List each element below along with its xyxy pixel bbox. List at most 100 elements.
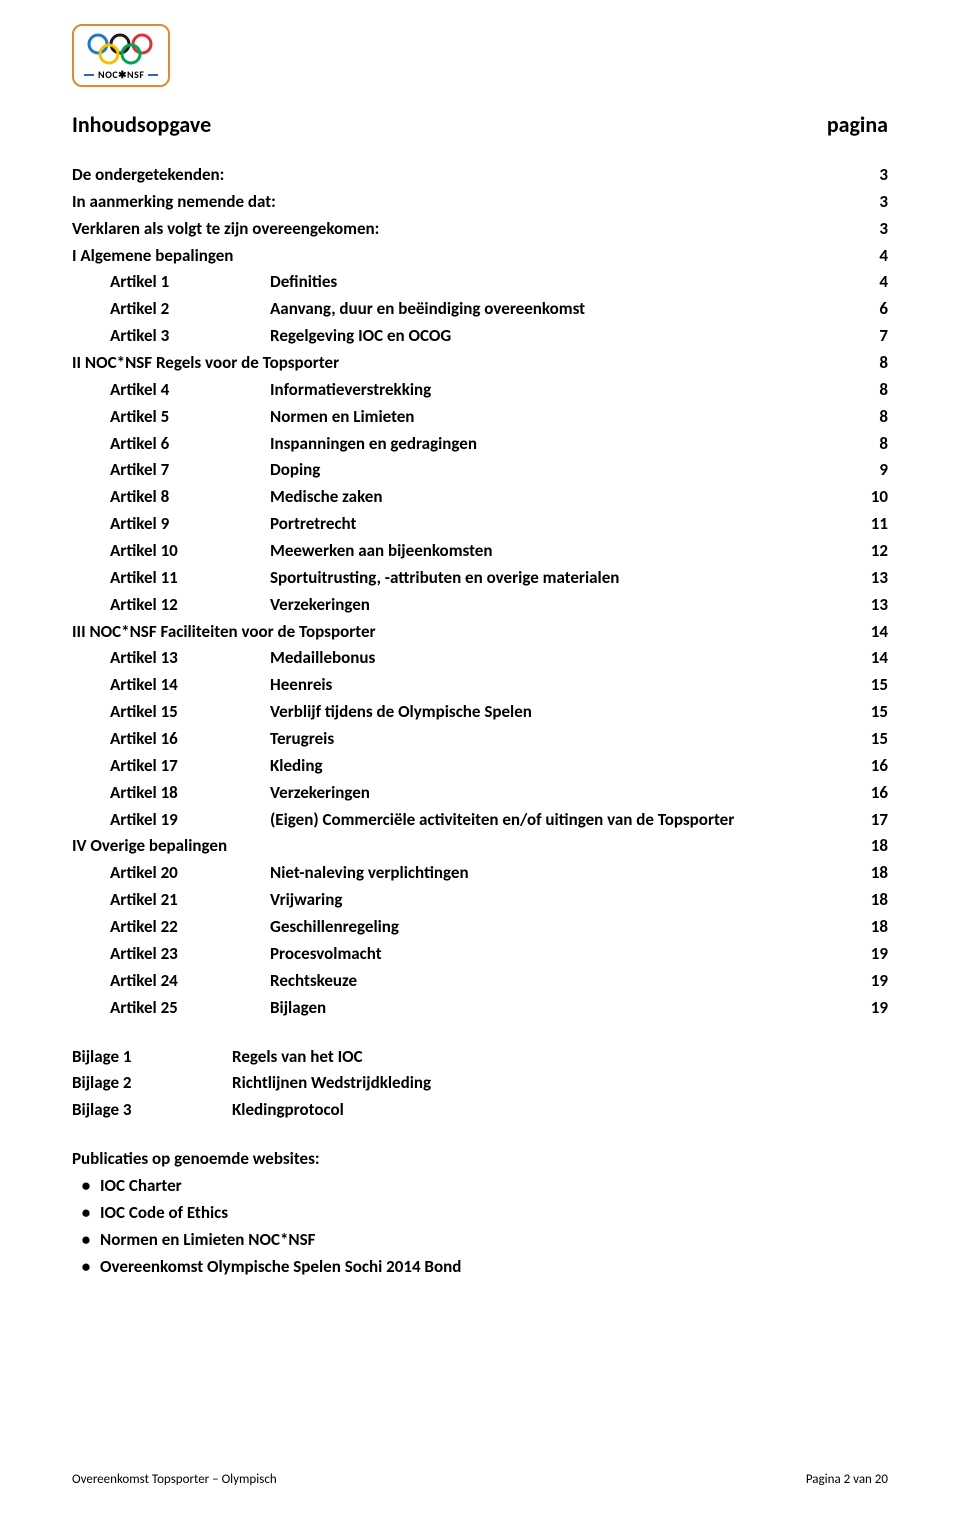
footer-left: Overeenkomst Topsporter – Olympisch — [72, 1472, 277, 1487]
toc-row: Artikel 8Medische zaken10 — [72, 484, 888, 511]
toc-key: Artikel 25 — [72, 995, 270, 1022]
toc-label: IV Overige bepalingen — [72, 833, 852, 860]
toc-page: 13 — [852, 592, 888, 619]
toc-row: IV Overige bepalingen18 — [72, 833, 888, 860]
toc-page: 11 — [852, 511, 888, 538]
toc-row: Artikel 6Inspanningen en gedragingen8 — [72, 431, 888, 458]
toc-label: Verklaren als volgt te zijn overeengekom… — [72, 216, 852, 243]
bijlage-key: Bijlage 3 — [72, 1097, 232, 1124]
toc-key: Artikel 19 — [72, 807, 270, 834]
toc-page: 16 — [852, 753, 888, 780]
toc-row: II NOC*NSF Regels voor de Topsporter8 — [72, 350, 888, 377]
toc-row: In aanmerking nemende dat:3 — [72, 189, 888, 216]
toc-row: Artikel 2Aanvang, duur en beëindiging ov… — [72, 296, 888, 323]
toc-key: Artikel 5 — [72, 404, 270, 431]
toc-label: III NOC*NSF Faciliteiten voor de Topspor… — [72, 619, 852, 646]
toc-label: Niet-naleving verplichtingen — [270, 860, 852, 887]
table-of-contents: De ondergetekenden:3In aanmerking nemend… — [72, 162, 888, 1022]
toc-label: Verblijf tijdens de Olympische Spelen — [270, 699, 852, 726]
publication-item: Overeenkomst Olympische Spelen Sochi 201… — [72, 1254, 888, 1281]
toc-page: 19 — [852, 941, 888, 968]
toc-label: Heenreis — [270, 672, 852, 699]
toc-label: Regelgeving IOC en OCOG — [270, 323, 852, 350]
toc-page: 6 — [852, 296, 888, 323]
toc-key: Artikel 11 — [72, 565, 270, 592]
toc-row: Verklaren als volgt te zijn overeengekom… — [72, 216, 888, 243]
publications-block: Publicaties op genoemde websites: IOC Ch… — [72, 1146, 888, 1280]
toc-label: Inspanningen en gedragingen — [270, 431, 852, 458]
bijlage-row: Bijlage 2Richtlijnen Wedstrijdkleding — [72, 1070, 888, 1097]
toc-key: Artikel 9 — [72, 511, 270, 538]
toc-row: I Algemene bepalingen4 — [72, 243, 888, 270]
toc-label: Definities — [270, 269, 852, 296]
toc-key: Artikel 18 — [72, 780, 270, 807]
toc-label: Medische zaken — [270, 484, 852, 511]
toc-row: Artikel 11Sportuitrusting, -attributen e… — [72, 565, 888, 592]
toc-label: Normen en Limieten — [270, 404, 852, 431]
toc-label: Aanvang, duur en beëindiging overeenkoms… — [270, 296, 852, 323]
bijlagen-list: Bijlage 1Regels van het IOCBijlage 2Rich… — [72, 1044, 888, 1125]
toc-page: 15 — [852, 726, 888, 753]
toc-label: Doping — [270, 457, 852, 484]
toc-row: Artikel 4Informatieverstrekking8 — [72, 377, 888, 404]
toc-label: Procesvolmacht — [270, 941, 852, 968]
toc-label: Sportuitrusting, -attributen en overige … — [270, 565, 852, 592]
toc-page: 8 — [852, 377, 888, 404]
bijlage-key: Bijlage 1 — [72, 1044, 232, 1071]
toc-row: Artikel 20Niet-naleving verplichtingen18 — [72, 860, 888, 887]
toc-row: Artikel 23Procesvolmacht19 — [72, 941, 888, 968]
logo-caption-row: NOC✱NSF — [84, 68, 158, 81]
toc-row: Artikel 22Geschillenregeling18 — [72, 914, 888, 941]
toc-row: Artikel 19(Eigen) Commerciële activiteit… — [72, 807, 888, 834]
logo-box: NOC✱NSF — [72, 24, 170, 87]
publications-heading: Publicaties op genoemde websites: — [72, 1146, 888, 1173]
toc-page: 3 — [852, 189, 888, 216]
toc-row: Artikel 24Rechtskeuze19 — [72, 968, 888, 995]
toc-label: Verzekeringen — [270, 780, 852, 807]
toc-page: 12 — [852, 538, 888, 565]
publication-item: Normen en Limieten NOC*NSF — [72, 1227, 888, 1254]
toc-label: In aanmerking nemende dat: — [72, 189, 852, 216]
toc-page: 4 — [852, 269, 888, 296]
toc-page: 16 — [852, 780, 888, 807]
bijlage-row: Bijlage 3Kledingprotocol — [72, 1097, 888, 1124]
logo-caption: NOC✱NSF — [98, 68, 144, 81]
toc-key: Artikel 22 — [72, 914, 270, 941]
toc-row: III NOC*NSF Faciliteiten voor de Topspor… — [72, 619, 888, 646]
toc-label: Meewerken aan bijeenkomsten — [270, 538, 852, 565]
toc-label: II NOC*NSF Regels voor de Topsporter — [72, 350, 852, 377]
toc-page: 18 — [852, 887, 888, 914]
toc-label: Informatieverstrekking — [270, 377, 852, 404]
publications-list: IOC CharterIOC Code of EthicsNormen en L… — [72, 1173, 888, 1280]
bijlage-label: Richtlijnen Wedstrijdkleding — [232, 1070, 431, 1097]
toc-page: 18 — [852, 914, 888, 941]
toc-label: Verzekeringen — [270, 592, 852, 619]
page-footer: Overeenkomst Topsporter – Olympisch Pagi… — [72, 1472, 888, 1487]
logo-dash-left — [84, 74, 94, 76]
toc-row: Artikel 16Terugreis15 — [72, 726, 888, 753]
toc-label: Kleding — [270, 753, 852, 780]
toc-page: 18 — [852, 860, 888, 887]
toc-label: Medaillebonus — [270, 645, 852, 672]
toc-page: 13 — [852, 565, 888, 592]
toc-key: Artikel 21 — [72, 887, 270, 914]
toc-page: 8 — [852, 431, 888, 458]
toc-key: Artikel 16 — [72, 726, 270, 753]
toc-key: Artikel 23 — [72, 941, 270, 968]
toc-label: Vrijwaring — [270, 887, 852, 914]
title-row: Inhoudsopgave pagina — [72, 111, 888, 138]
toc-page: 14 — [852, 645, 888, 672]
toc-row: Artikel 21Vrijwaring18 — [72, 887, 888, 914]
toc-key: Artikel 3 — [72, 323, 270, 350]
toc-key: Artikel 12 — [72, 592, 270, 619]
toc-page: 9 — [852, 457, 888, 484]
toc-row: Artikel 1Definities4 — [72, 269, 888, 296]
toc-row: De ondergetekenden:3 — [72, 162, 888, 189]
toc-key: Artikel 7 — [72, 457, 270, 484]
toc-label: Rechtskeuze — [270, 968, 852, 995]
toc-row: Artikel 25Bijlagen19 — [72, 995, 888, 1022]
toc-key: Artikel 17 — [72, 753, 270, 780]
toc-label: Geschillenregeling — [270, 914, 852, 941]
toc-page: 8 — [852, 404, 888, 431]
toc-key: Artikel 14 — [72, 672, 270, 699]
